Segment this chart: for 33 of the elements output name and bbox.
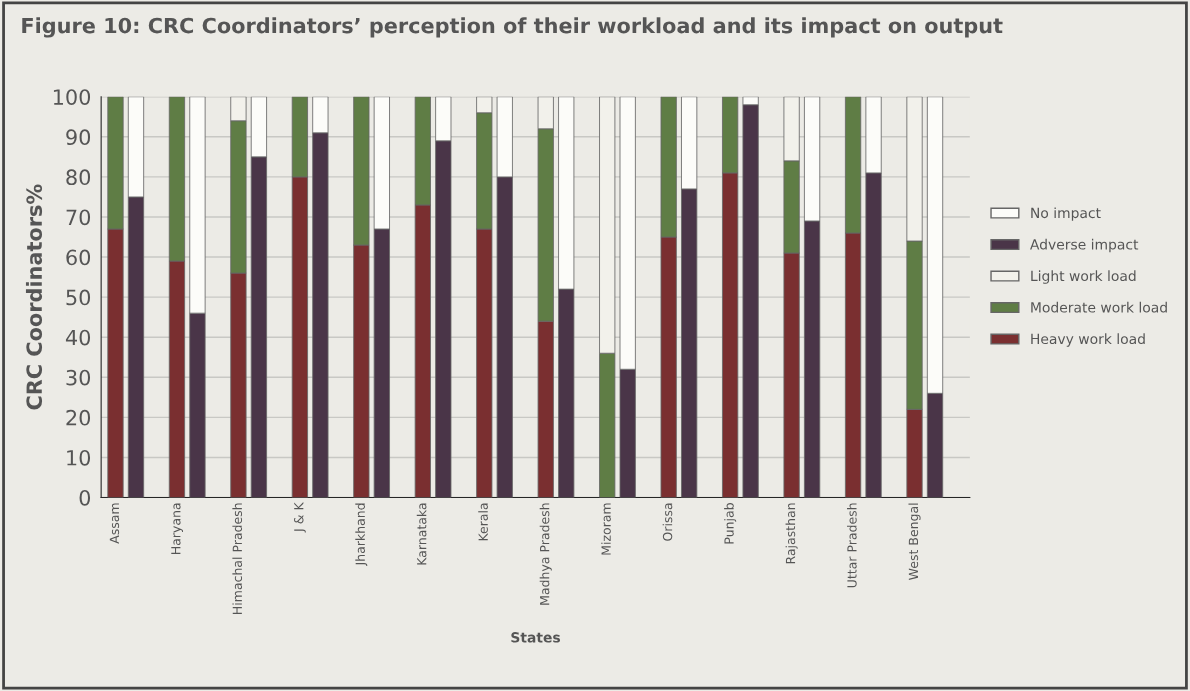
x-tick-label: West Bengal (908, 503, 921, 580)
x-tick-label: Orissa (662, 503, 673, 541)
y-tick-label: 10 (67, 449, 91, 466)
legend-label: Moderate work load (1031, 301, 1167, 313)
y-tick-label: 50 (66, 289, 91, 306)
x-tick-label: Jharkhand (355, 503, 368, 567)
y-tick-label: 70 (66, 209, 91, 226)
y-tick-label: 0 (79, 489, 91, 506)
x-tick-label: Mizoram (601, 503, 611, 555)
x-tick-label: J & K (294, 502, 306, 533)
chart-title: Figure 10: CRC Coordinators’ perception of their workload and its impact on output (22, 17, 1003, 38)
legend-label: Light work load (1031, 270, 1136, 284)
y-tick-label: 60 (66, 249, 91, 266)
x-tick-label: Haryana (171, 503, 184, 554)
legend-label: Adverse impact (1030, 238, 1139, 253)
x-tick-label: Karnataka (416, 503, 427, 565)
x-tick-label: Madhya Pradesh (539, 503, 552, 605)
y-axis-title: CRC Coordinators% (25, 184, 43, 410)
x-tick-label: Punjab (724, 503, 737, 544)
y-tick-label: 20 (66, 409, 91, 426)
y-tick-label: 40 (65, 329, 91, 346)
y-tick-label: 30 (66, 369, 91, 386)
x-tick-label: Assam (109, 503, 120, 544)
legend-label: Heavy work load (1031, 333, 1145, 347)
x-tick-label: Himachal Pradesh (232, 503, 243, 614)
x-axis-title: States (511, 632, 561, 643)
y-tick-label: 90 (66, 129, 91, 146)
y-tick-label: 100 (53, 89, 91, 105)
x-tick-label: Kerala (478, 503, 488, 541)
x-tick-label: Uttar Pradesh (847, 503, 857, 588)
x-tick-label: Rajasthan (785, 503, 798, 564)
y-tick-label: 80 (66, 169, 91, 186)
legend-label: No impact (1031, 207, 1101, 221)
